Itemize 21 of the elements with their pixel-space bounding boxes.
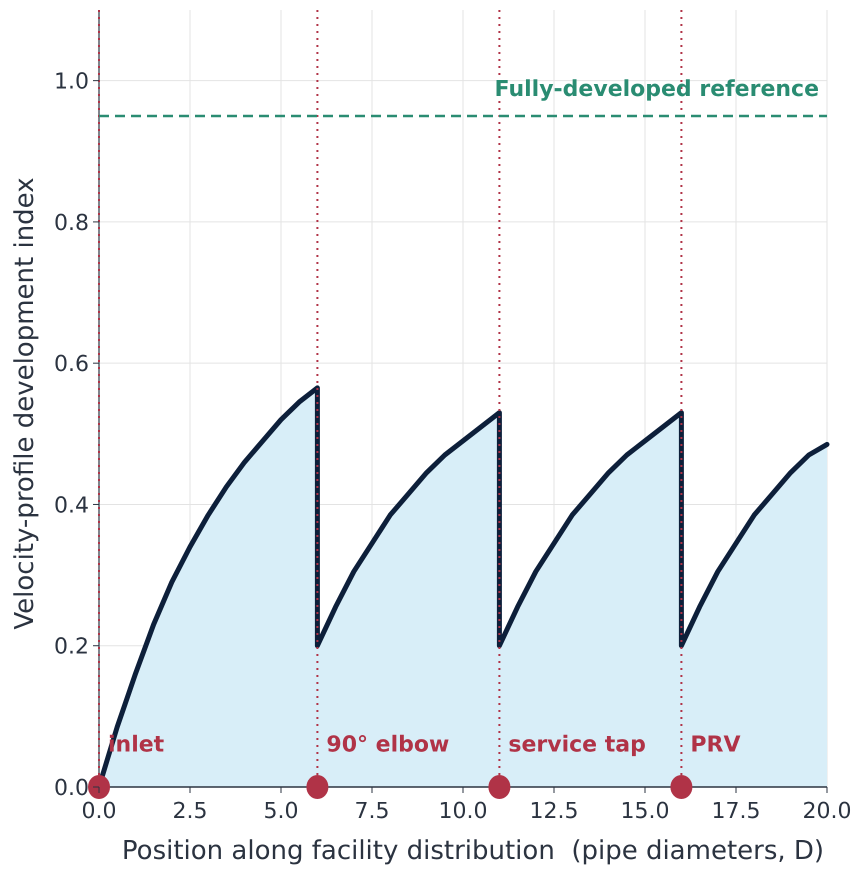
y-tick-label: 1.0 xyxy=(54,70,89,95)
x-tick-label: 10.0 xyxy=(438,799,488,824)
ref-line-label: Fully-developed reference xyxy=(494,76,819,102)
x-tick-label: 12.5 xyxy=(530,799,578,824)
ref-line-label: 90° elbow xyxy=(326,732,450,758)
x-tick-label: 17.5 xyxy=(712,799,760,824)
x-tick-label: 0.0 xyxy=(82,799,116,824)
x-tick-label: 20.0 xyxy=(802,799,852,824)
ref-line-label: service tap xyxy=(508,732,646,758)
x-tick-label: 5.0 xyxy=(264,799,298,824)
y-tick-label: 0.6 xyxy=(54,352,89,378)
x-axis-title: Position along facility distribution (pipe diameters, D) xyxy=(122,836,824,866)
x-tick-label: 15.0 xyxy=(620,799,670,824)
y-tick-label: 0.4 xyxy=(54,493,89,518)
x-tick-label: 7.5 xyxy=(354,799,390,824)
y-tick-label: 0.2 xyxy=(54,634,89,660)
y-axis-title: Velocity-profile development index xyxy=(10,177,40,630)
y-tick-label: 0.0 xyxy=(54,776,89,801)
x-tick-label: 2.5 xyxy=(172,799,208,824)
ref-line-label: PRV xyxy=(690,732,740,758)
y-tick-label: 0.8 xyxy=(54,210,89,236)
